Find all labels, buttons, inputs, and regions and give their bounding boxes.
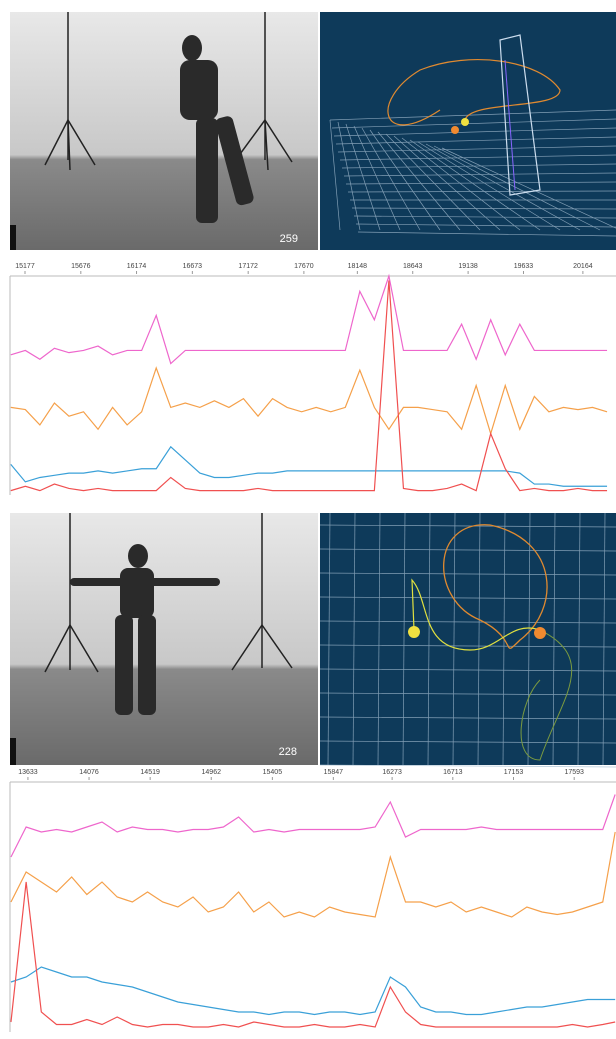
frame-number: 228 xyxy=(279,746,297,758)
x-tick-label: 19633 xyxy=(514,263,534,270)
x-tick-label: 16673 xyxy=(183,263,203,270)
x-tick-label: 17172 xyxy=(238,263,258,270)
x-tick-label: 14076 xyxy=(79,769,99,776)
frame-number: 259 xyxy=(280,233,298,245)
x-tick-label: 17593 xyxy=(564,769,584,776)
x-tick-label: 17153 xyxy=(504,769,524,776)
trajectory-view xyxy=(320,513,616,767)
series-line xyxy=(11,967,615,1015)
x-tick-label: 16174 xyxy=(127,263,147,270)
series-line xyxy=(11,368,607,434)
grid xyxy=(320,765,616,767)
x-tick-label: 14962 xyxy=(202,769,222,776)
x-tick-label: 13633 xyxy=(18,769,38,776)
series-line xyxy=(11,832,615,917)
x-tick-label: 17670 xyxy=(294,263,314,270)
video-frame xyxy=(10,513,318,765)
screenshot: 259 228 15177 15676 16174 16673 17172 17670 18… xyxy=(0,0,616,1039)
x-tick-label: 15405 xyxy=(263,769,283,776)
series-line xyxy=(11,276,607,364)
x-tick-label: 15676 xyxy=(71,263,91,270)
x-tick-label: 16713 xyxy=(443,769,463,776)
series-line xyxy=(11,447,607,486)
series-line xyxy=(11,882,615,1027)
x-tick-label: 18643 xyxy=(403,263,423,270)
x-tick-label: 14519 xyxy=(140,769,160,776)
video-frame xyxy=(10,12,318,250)
x-tick-label: 16273 xyxy=(382,769,402,776)
x-tick-label: 15847 xyxy=(324,769,344,776)
series-line xyxy=(11,795,615,858)
x-tick-label: 19138 xyxy=(458,263,478,270)
3d-view xyxy=(320,12,616,250)
x-tick-label: 18148 xyxy=(348,263,368,270)
series-line xyxy=(11,280,607,490)
x-tick-label: 15177 xyxy=(15,263,35,270)
x-tick-label: 20164 xyxy=(573,263,593,270)
